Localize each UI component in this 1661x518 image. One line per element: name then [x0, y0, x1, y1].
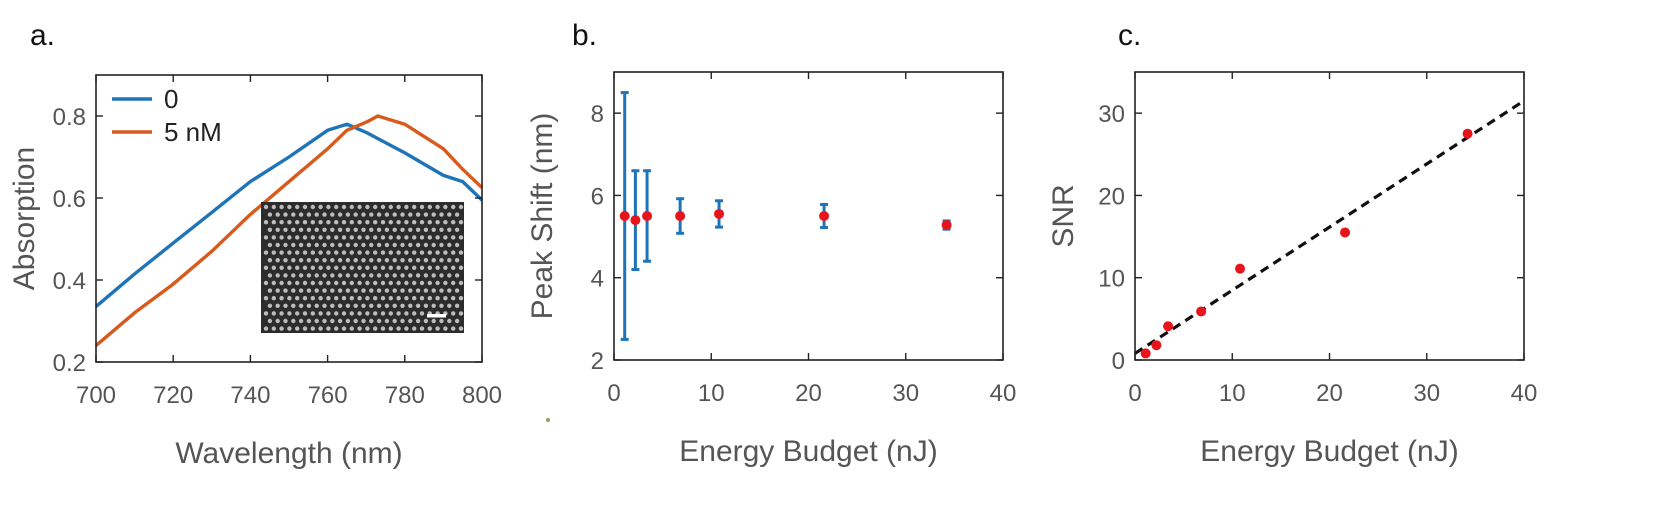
- y-tick-label: 0.4: [53, 268, 86, 295]
- legend-label-1: 5 nM: [164, 117, 222, 147]
- x-axis-label: Wavelength (nm): [175, 437, 402, 470]
- chart-panel-a: 05 nM 700 720 740 760 780 800 0.2 0.4 0.6 0.8 Wavel…: [8, 74, 502, 470]
- chart-panel-c: 0 10 20 30 40 0 10 20 30 Energy Budget (nJ) SNR: [1047, 71, 1538, 468]
- data-point: [1196, 306, 1207, 317]
- x-axis-label: Energy Budget (nJ): [1200, 435, 1458, 468]
- data-point: [675, 211, 686, 221]
- y-tick-label: 0: [1112, 348, 1125, 375]
- y-tick-label: 10: [1098, 266, 1125, 293]
- x-tick-label: 40: [990, 380, 1017, 407]
- y-tick-label: 0.2: [53, 350, 86, 377]
- x-tick-label: 780: [385, 382, 425, 409]
- data-point: [1462, 128, 1473, 139]
- series-line-1: [94, 114, 484, 347]
- data-point: [619, 211, 630, 221]
- data-point: [630, 215, 641, 226]
- nanostructure-sem-image: [261, 202, 464, 333]
- fit-line: [1134, 99, 1525, 355]
- x-tick-label: 720: [153, 382, 193, 409]
- stray-dot: [546, 418, 550, 422]
- x-tick-label: 800: [462, 382, 502, 409]
- y-axis-label: SNR: [1047, 184, 1080, 247]
- scale-bar: [427, 314, 446, 318]
- series-line-0: [94, 122, 484, 308]
- y-tick-label: 30: [1098, 101, 1125, 128]
- y-axis-label: Peak Shift (nm): [526, 113, 559, 320]
- y-tick-label: 20: [1098, 183, 1125, 210]
- y-axis-label: Absorption: [8, 147, 41, 290]
- data-point: [1151, 340, 1162, 351]
- data-point: [714, 208, 725, 219]
- x-tick-label: 20: [795, 380, 822, 407]
- y-tick-label: 0.8: [53, 104, 86, 131]
- x-tick-label: 740: [230, 382, 270, 409]
- x-tick-label: 20: [1316, 380, 1343, 407]
- data-point: [819, 211, 830, 221]
- panel-b-letter: b.: [572, 19, 597, 52]
- panel-c-letter: c.: [1118, 19, 1141, 52]
- data-point: [941, 220, 952, 231]
- x-tick-label: 700: [76, 382, 116, 409]
- plot-frame: [613, 71, 1004, 361]
- data-point: [1235, 263, 1246, 274]
- x-tick-label: 10: [1219, 380, 1246, 407]
- chart-panel-b: 0 10 20 30 40 2 4 6 8 Energy Budget (nJ) Peak Shif…: [526, 71, 1017, 468]
- data-point: [1140, 348, 1151, 359]
- x-tick-label: 0: [1128, 380, 1141, 407]
- data-point: [642, 211, 653, 221]
- y-tick-label: 6: [591, 183, 604, 210]
- y-tick-label: 4: [591, 266, 604, 293]
- x-tick-label: 30: [892, 380, 919, 407]
- x-tick-label: 10: [698, 380, 725, 407]
- x-axis-label: Energy Budget (nJ): [679, 435, 937, 468]
- plot-frame: [95, 74, 483, 363]
- data-point: [1163, 321, 1174, 332]
- x-tick-label: 0: [607, 380, 620, 407]
- data-point: [1340, 227, 1351, 238]
- y-tick-label: 8: [591, 101, 604, 128]
- y-tick-label: 2: [591, 348, 604, 375]
- legend-label-0: 0: [164, 84, 178, 114]
- x-tick-label: 760: [308, 382, 348, 409]
- x-tick-label: 30: [1413, 380, 1440, 407]
- y-tick-label: 0.6: [53, 186, 86, 213]
- inset-dot-lattice: [263, 204, 464, 331]
- x-tick-label: 40: [1511, 380, 1538, 407]
- panel-a-letter: a.: [30, 19, 55, 52]
